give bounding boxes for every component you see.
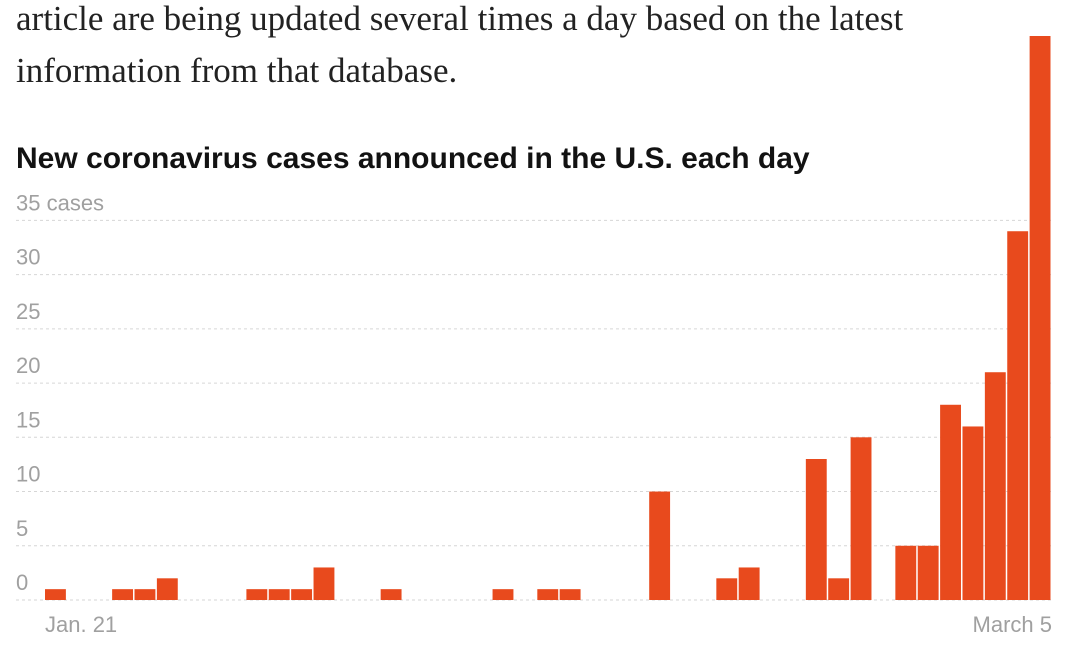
y-tick-label: 15 [16,407,40,432]
y-tick-label: 35 cases [16,190,104,215]
bar [917,545,939,600]
bar [828,578,850,600]
bar [940,404,961,600]
bar [45,589,66,600]
bar [805,459,827,600]
bar [537,589,559,600]
bar [268,589,290,600]
bar [291,589,313,600]
paragraph-line: information from that database. [16,51,457,90]
bar [134,589,156,600]
y-tick-label: 30 [16,245,40,270]
bar [895,545,917,600]
bar [112,589,134,600]
bar [850,437,872,600]
bar [380,589,402,600]
y-tick-label: 25 [16,299,40,324]
bar [984,372,1006,600]
bar [962,426,984,600]
y-tick-label: 10 [16,462,40,487]
bar [559,589,581,600]
bar [738,567,760,600]
y-tick-label: 20 [16,353,40,378]
chart-title: New coronavirus cases announced in the U… [16,142,810,175]
x-tick-label: March 5 [973,612,1052,637]
x-tick-label: Jan. 21 [45,612,117,637]
bar [492,589,514,600]
bar [1007,231,1029,600]
paragraph-line: article are being updated several times … [16,0,904,38]
bar [156,578,178,600]
bar [1029,36,1051,600]
bar [716,578,738,600]
bar [246,589,268,600]
bar [313,567,335,600]
y-tick-label: 5 [16,516,28,541]
bar [649,491,671,600]
y-tick-label: 0 [16,570,28,595]
